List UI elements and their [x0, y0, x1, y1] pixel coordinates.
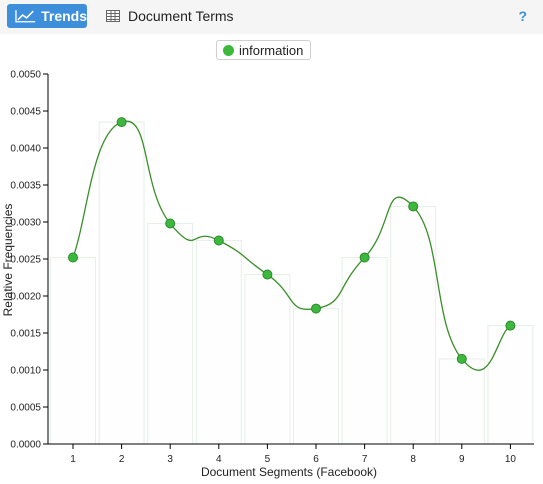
y-tick-label: 0.0050 — [10, 70, 41, 81]
x-tick-label: 1 — [70, 454, 76, 465]
background-bar-6 — [293, 308, 339, 445]
background-bar-8 — [390, 205, 437, 445]
background-bar-10 — [487, 325, 534, 445]
x-tick-label: 4 — [216, 454, 222, 465]
background-bar-2 — [98, 121, 145, 445]
series-line-information — [72, 120, 511, 371]
tab-trends-label: Trends — [41, 8, 87, 24]
data-point-2 — [116, 117, 127, 128]
legend-label: information — [239, 42, 304, 58]
toolbar: Trends Document Terms ? — [0, 0, 543, 34]
data-point-10 — [505, 320, 516, 331]
data-point-8 — [408, 201, 419, 212]
tab-document-terms[interactable]: Document Terms — [106, 4, 234, 28]
legend-item-information[interactable]: information — [216, 40, 312, 60]
x-tick-label: 2 — [119, 454, 125, 465]
y-tick-label: 0.0035 — [10, 181, 41, 192]
y-tick-label: 0.0000 — [10, 440, 41, 451]
data-point-4 — [213, 235, 224, 246]
legend-swatch — [223, 44, 234, 56]
x-tick-label: 8 — [410, 454, 416, 465]
help-icon[interactable]: ? — [518, 8, 527, 24]
tab-document-terms-label: Document Terms — [128, 8, 234, 24]
data-point-3 — [165, 218, 176, 229]
background-bar-1 — [50, 257, 96, 445]
y-tick-label: 0.0005 — [10, 403, 41, 414]
background-bar-5 — [244, 274, 291, 445]
y-tick-label: 0.0030 — [10, 218, 41, 229]
y-axis-title: Relative Frequencies — [1, 204, 15, 317]
data-point-1 — [68, 252, 78, 263]
x-tick-label: 10 — [505, 454, 517, 465]
data-point-6 — [311, 303, 321, 314]
line-chart-icon — [15, 10, 36, 23]
y-tick-label: 0.0010 — [10, 366, 41, 377]
y-tick-label: 0.0020 — [10, 292, 41, 303]
y-tick-label: 0.0025 — [10, 255, 41, 266]
x-tick-label: 6 — [313, 454, 319, 465]
data-point-7 — [359, 252, 370, 263]
tab-trends[interactable]: Trends — [7, 4, 87, 28]
background-bar-9 — [438, 358, 485, 445]
x-tick-label: 3 — [167, 454, 173, 465]
data-point-5 — [262, 269, 273, 280]
data-point-9 — [456, 353, 467, 364]
table-grid-icon — [106, 10, 120, 22]
background-bar-3 — [147, 222, 194, 445]
y-tick-label: 0.0040 — [10, 144, 41, 155]
background-bar-4 — [195, 240, 242, 445]
x-tick-label: 5 — [265, 454, 271, 465]
y-tick-label: 0.0015 — [10, 329, 41, 340]
x-tick-label: 7 — [362, 454, 368, 465]
x-axis-title: Document Segments (Facebook) — [201, 465, 377, 479]
background-bar-7 — [341, 257, 388, 445]
y-tick-label: 0.0045 — [10, 107, 41, 118]
x-tick-label: 9 — [459, 454, 465, 465]
